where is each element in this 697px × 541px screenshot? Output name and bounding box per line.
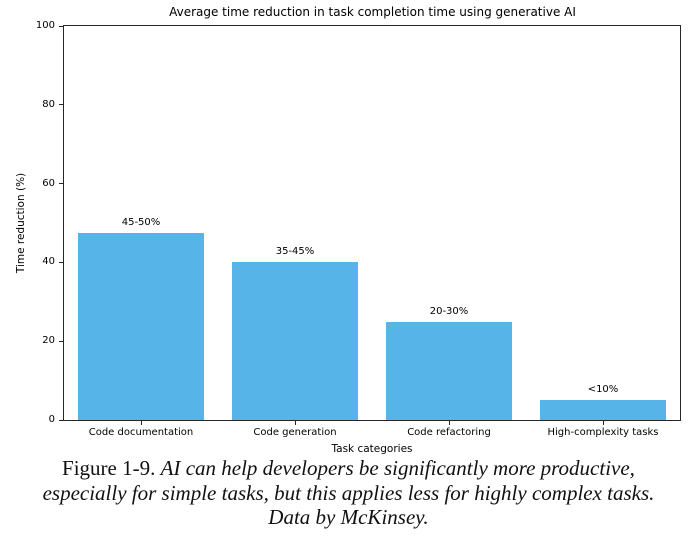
y-tick-label: 0 — [48, 414, 55, 425]
x-axis-label: Task categories — [331, 443, 413, 455]
y-tick-mark — [59, 261, 64, 263]
y-axis-label: Time reduction (%) — [15, 172, 27, 274]
y-tick-label: 20 — [42, 335, 55, 347]
y-tick-label: 40 — [42, 256, 55, 268]
x-tick-mark — [602, 420, 604, 425]
x-tick-label: High-complexity tasks — [547, 427, 659, 438]
bar-value-label: 20-30% — [429, 305, 469, 317]
figure-caption: Figure 1-9. AI can help developers be si… — [0, 456, 697, 530]
chart-title: Average time reduction in task completio… — [169, 5, 576, 19]
x-tick-label: Code refactoring — [407, 427, 491, 438]
caption-text: AI can help developers be significantly … — [42, 456, 655, 529]
bar-value-label: 45-50% — [121, 216, 161, 228]
x-tick-mark — [448, 420, 450, 425]
x-tick-label: Code generation — [253, 427, 337, 438]
figure-number: Figure 1-9. — [62, 456, 156, 480]
y-tick-label: 80 — [42, 98, 55, 110]
y-tick-mark — [59, 340, 64, 342]
y-tick-label: 60 — [42, 177, 55, 189]
plot-area: 0 20 40 60 80 100 45-50% Code documentation 35-4… — [36, 20, 681, 438]
y-tick-mark — [59, 419, 64, 421]
bar-value-label: 35-45% — [275, 246, 315, 258]
y-tick-mark — [59, 104, 64, 106]
bar-1 — [231, 262, 359, 420]
y-tick-mark — [59, 25, 64, 27]
x-tick-mark — [294, 420, 296, 425]
bar-3 — [539, 400, 667, 420]
bar-2 — [385, 321, 513, 420]
x-tick-mark — [140, 420, 142, 425]
y-tick-mark — [59, 183, 64, 185]
bar-value-label: <10% — [587, 384, 619, 396]
x-tick-label: Code documentation — [88, 427, 194, 438]
bar-0 — [77, 232, 205, 420]
y-tick-label: 100 — [35, 20, 55, 31]
